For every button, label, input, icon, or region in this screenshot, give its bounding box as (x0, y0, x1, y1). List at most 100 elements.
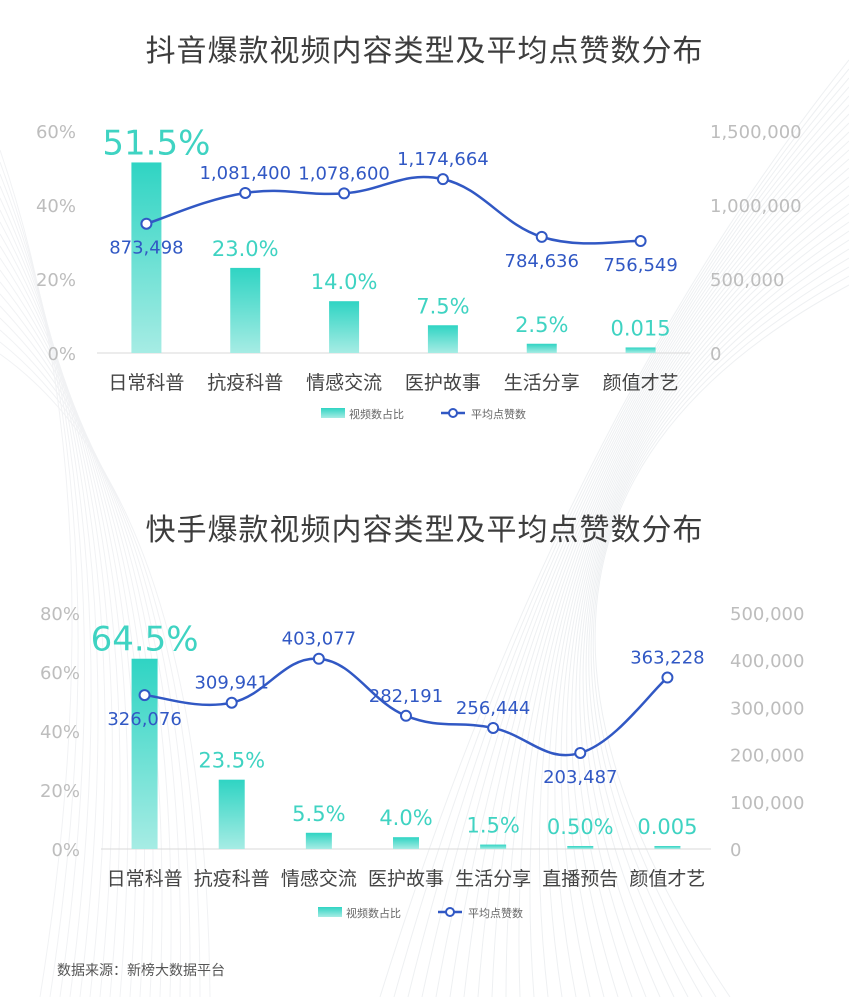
bar-value-label: 23.5% (198, 749, 265, 773)
category-label: 日常科普 (108, 372, 184, 394)
background-line (585, 248, 849, 997)
bar (393, 837, 419, 849)
category-label: 医护故事 (368, 868, 444, 890)
line-series (146, 175, 641, 245)
background-line (0, 329, 191, 997)
background-line (529, 158, 849, 997)
background-line (0, 281, 154, 997)
category-label: 医护故事 (405, 372, 481, 394)
background-line (0, 305, 172, 997)
line-point (661, 671, 674, 684)
background-line (379, 59, 849, 997)
bar-value-label: 7.5% (416, 294, 469, 318)
category-label: 抗疫科普 (207, 372, 283, 394)
chart-title-douyin: 抖音爆款视频内容类型及平均点赞数分布 (145, 34, 704, 69)
line-point (138, 689, 151, 702)
background-line (491, 131, 849, 997)
y-right-tick-label: 100,000 (730, 793, 804, 814)
bar (131, 658, 158, 849)
line-point (140, 217, 153, 230)
background-line (0, 257, 137, 997)
background-line (579, 230, 849, 997)
chart-douyin: 0% 20% 40% 60% 0 500,000 1,000,000 1,500,000 51.… (36, 122, 802, 421)
bar-value-label: 5.5% (292, 802, 345, 826)
bar (230, 267, 261, 353)
bar (329, 301, 360, 353)
background-line (575, 221, 849, 997)
bar-value-label: 0.005 (637, 815, 697, 839)
legend-line-marker (448, 408, 458, 418)
bar-value-label: 0.50% (547, 815, 614, 839)
y-left-tick-label: 20% (36, 270, 76, 291)
line-point (436, 173, 449, 186)
y-left-tick-label: 60% (40, 663, 80, 684)
background-line (0, 245, 129, 997)
legend-bar-label: 视频数占比 (349, 407, 404, 421)
y-right-tick-label: 300,000 (730, 698, 804, 719)
y-right-tick-label: 1,500,000 (710, 122, 802, 143)
bar-value-label: 0.015 (611, 316, 671, 340)
background-line (0, 233, 121, 997)
bar-value-label: 64.5% (91, 620, 199, 660)
line-value-label: 363,228 (630, 648, 704, 669)
background-line (594, 284, 849, 997)
bar (654, 846, 681, 849)
bar-value-label: 14.0% (311, 270, 378, 294)
chart-title-kuaishou: 快手爆款视频内容类型及平均点赞数分布 (145, 513, 704, 548)
background-line (554, 185, 849, 997)
background-line (393, 68, 849, 997)
background-line (477, 122, 849, 997)
background-line (518, 149, 849, 997)
background-line (0, 173, 85, 997)
line-value-label: 1,078,600 (298, 163, 390, 184)
legend-bar-swatch (321, 408, 345, 418)
background-line (588, 257, 849, 997)
background-line (0, 185, 92, 997)
line-point (634, 235, 647, 248)
y-left-tick-label: 0% (51, 840, 80, 861)
background-line (592, 275, 849, 997)
background-line (0, 353, 211, 997)
line-value-label: 784,636 (505, 251, 579, 272)
background-line (0, 269, 145, 997)
y-right-tick-label: 0 (730, 840, 741, 861)
background-line (463, 113, 849, 997)
background-line (0, 197, 99, 997)
bar-value-label: 4.0% (379, 806, 432, 830)
category-label: 颜值才艺 (629, 868, 705, 890)
background-line (539, 167, 849, 997)
line-value-label: 403,077 (282, 629, 356, 650)
background-line (505, 140, 849, 997)
background-line (0, 221, 113, 997)
background-line (0, 161, 79, 997)
line-point (574, 746, 587, 759)
category-label: 情感交流 (281, 868, 357, 890)
line-point (400, 709, 412, 722)
category-label: 日常科普 (107, 868, 183, 890)
chart-kuaishou: 0% 20% 40% 60% 80% 0 100,000 200,000 300,000 400,… (40, 604, 804, 920)
bar (218, 779, 245, 849)
line-value-label: 1,081,400 (199, 163, 291, 184)
y-left-tick-label: 0% (47, 344, 76, 365)
background-line (0, 209, 106, 997)
bar-value-label: 1.5% (466, 814, 519, 838)
line-value-label: 282,191 (369, 686, 443, 707)
y-left-tick-label: 60% (36, 122, 76, 143)
bar (131, 162, 162, 353)
bar (567, 846, 594, 849)
bar (526, 343, 557, 353)
legend-line-label: 平均点赞数 (468, 907, 523, 920)
y-left-tick-label: 80% (40, 604, 80, 625)
line-point (312, 652, 325, 665)
y-right-tick-label: 400,000 (730, 651, 804, 672)
line-point (487, 721, 500, 734)
background-line (560, 194, 849, 997)
bar (625, 347, 656, 353)
line-value-label: 309,941 (194, 673, 268, 694)
y-right-tick-label: 0 (710, 344, 721, 365)
line-point (338, 187, 351, 200)
background-line (0, 149, 73, 997)
legend-bar-label: 视频数占比 (346, 906, 401, 920)
background-line (566, 203, 849, 997)
y-right-tick-label: 200,000 (730, 746, 804, 767)
